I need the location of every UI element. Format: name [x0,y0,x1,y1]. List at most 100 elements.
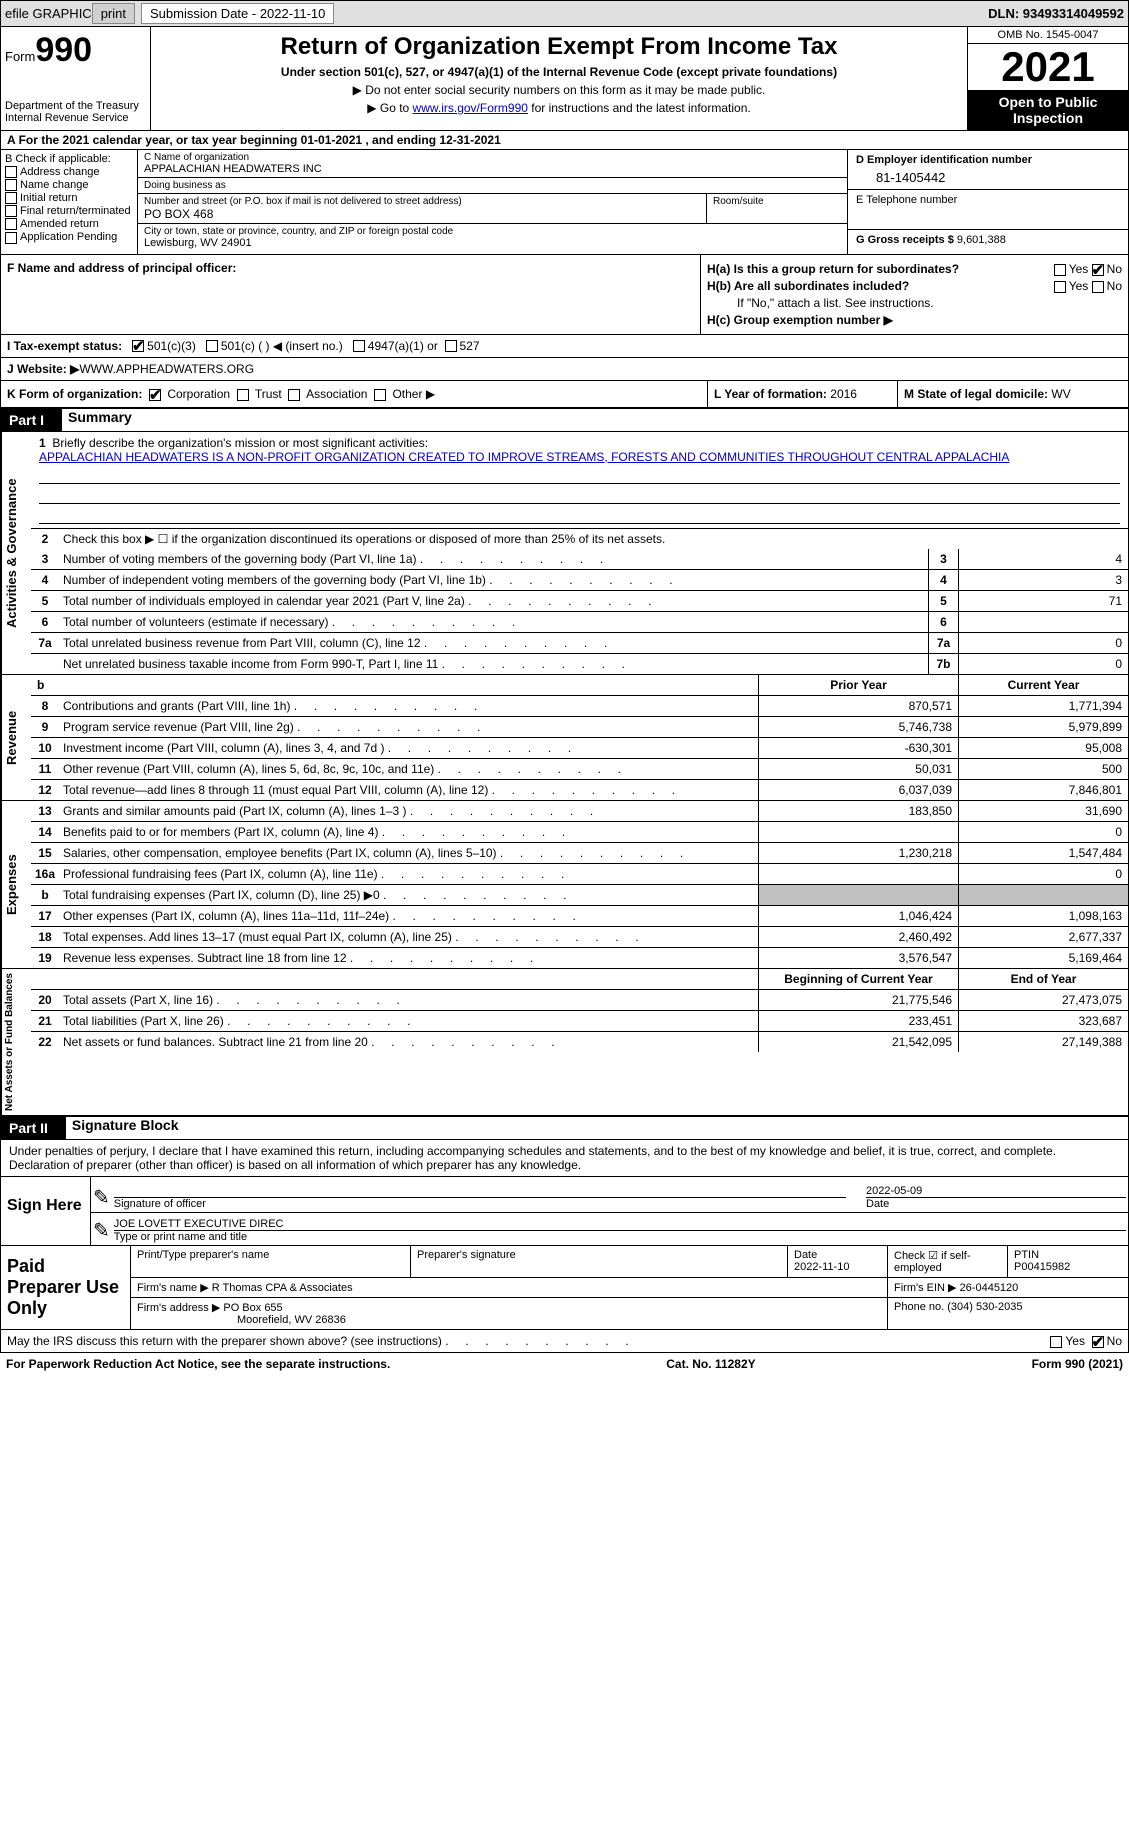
hb-yes-chk[interactable] [1054,281,1066,293]
form-title: Return of Organization Exempt From Incom… [161,33,957,61]
omb-number: OMB No. 1545-0047 [968,27,1128,44]
paid-preparer-block: Paid Preparer Use Only Print/Type prepar… [0,1246,1129,1330]
firm-addr2: Moorefield, WV 26836 [237,1314,346,1326]
data-row: 15Salaries, other compensation, employee… [31,843,1128,864]
tab-ag: Activities & Governance [1,432,31,674]
year-formation: 2016 [830,387,857,401]
section-j: J Website: ▶ WWW.APPHEADWATERS.ORG [0,358,1129,381]
chk-final-return[interactable]: Final return/terminated [5,205,133,217]
chk-initial-return[interactable]: Initial return [5,192,133,204]
note-1: ▶ Do not enter social security numbers o… [161,83,957,97]
street: PO BOX 468 [144,207,700,221]
data-row: 19Revenue less expenses. Subtract line 1… [31,948,1128,968]
summary-row: 6Total number of volunteers (estimate if… [31,612,1128,633]
data-row: 13Grants and similar amounts paid (Part … [31,801,1128,822]
net-assets-section: Net Assets or Fund Balances Beginning of… [0,969,1129,1116]
section-b: B Check if applicable: Address change Na… [1,150,138,254]
form-990-page: efile GRAPHIC print Submission Date - 20… [0,0,1129,1375]
data-row: 18Total expenses. Add lines 13–17 (must … [31,927,1128,948]
section-c: C Name of organization APPALACHIAN HEADW… [138,150,848,254]
summary-row: 5Total number of individuals employed in… [31,591,1128,612]
ein: 81-1405442 [856,166,1120,185]
section-i: I Tax-exempt status: 501(c)(3) 501(c) ( … [0,335,1129,358]
chk-assoc[interactable] [288,389,300,401]
form-header: Form990 Department of the Treasury Inter… [0,27,1129,131]
chk-name-change[interactable]: Name change [5,179,133,191]
declaration: Under penalties of perjury, I declare th… [0,1140,1129,1177]
data-row: 21Total liabilities (Part X, line 26)233… [31,1011,1128,1032]
state-domicile: WV [1051,387,1070,401]
discuss-yes-chk[interactable] [1050,1336,1062,1348]
form-prefix: Form [5,49,35,64]
section-b-header: B Check if applicable: [5,153,133,165]
header-center: Return of Organization Exempt From Incom… [151,27,968,130]
mission: APPALACHIAN HEADWATERS IS A NON-PROFIT O… [39,450,1120,464]
gross-receipts: 9,601,388 [957,234,1006,246]
website: WWW.APPHEADWATERS.ORG [79,362,254,376]
dln: DLN: 93493314049592 [988,6,1124,21]
chk-address-change[interactable]: Address change [5,166,133,178]
prep-date: 2022-11-10 [794,1261,849,1273]
org-name: APPALACHIAN HEADWATERS INC [144,163,841,175]
sig-date-value: 2022-05-09 [866,1185,1126,1197]
part1-header: Part I Summary [0,408,1129,432]
form-subtitle: Under section 501(c), 527, or 4947(a)(1)… [161,65,957,79]
hb-no-chk[interactable] [1092,281,1104,293]
chk-4947[interactable] [353,340,365,352]
data-row: 22Net assets or fund balances. Subtract … [31,1032,1128,1052]
chk-527[interactable] [445,340,457,352]
summary-row: 3Number of voting members of the governi… [31,549,1128,570]
chk-corp[interactable] [149,389,161,401]
room-cell: Room/suite [707,194,847,223]
sign-here-block: Sign Here ✎ Signature of officer 2022-05… [0,1177,1129,1246]
firm-ein: 26-0445120 [960,1282,1019,1294]
discuss-no-chk[interactable] [1092,1336,1104,1348]
data-row: 16aProfessional fundraising fees (Part I… [31,864,1128,885]
chk-501c3[interactable] [132,340,144,352]
pen-icon: ✎ [93,1185,110,1210]
pen-icon: ✎ [93,1218,110,1243]
tab-net-assets: Net Assets or Fund Balances [1,969,31,1115]
org-name-cell: C Name of organization APPALACHIAN HEADW… [138,150,847,178]
data-row: 10Investment income (Part VIII, column (… [31,738,1128,759]
main-info: B Check if applicable: Address change Na… [0,150,1129,255]
data-row: 17Other expenses (Part IX, column (A), l… [31,906,1128,927]
chk-501c[interactable] [206,340,218,352]
discuss-row: May the IRS discuss this return with the… [0,1330,1129,1353]
section-h: H(a) Is this a group return for subordin… [701,255,1128,334]
summary-row: 4Number of independent voting members of… [31,570,1128,591]
section-fg: F Name and address of principal officer:… [0,255,1129,335]
print-button[interactable]: print [92,3,135,24]
dba-cell: Doing business as [138,178,847,194]
summary-row: Net unrelated business taxable income fr… [31,654,1128,674]
expenses-section: Expenses 13Grants and similar amounts pa… [0,801,1129,969]
ein-cell: D Employer identification number 81-1405… [848,150,1128,190]
city: Lewisburg, WV 24901 [144,237,841,249]
irs-link[interactable]: www.irs.gov/Form990 [413,101,528,115]
data-row: 11Other revenue (Part VIII, column (A), … [31,759,1128,780]
data-row: 14Benefits paid to or for members (Part … [31,822,1128,843]
chk-trust[interactable] [237,389,249,401]
footer: For Paperwork Reduction Act Notice, see … [0,1353,1129,1375]
activities-governance: Activities & Governance 1 Briefly descri… [0,432,1129,675]
dept-treasury: Department of the Treasury [5,100,146,112]
header-right: OMB No. 1545-0047 2021 Open to Public In… [968,27,1128,130]
part2-header: Part II Signature Block [0,1116,1129,1140]
tab-expenses: Expenses [1,801,31,968]
ptin: P00415982 [1014,1261,1070,1273]
tab-revenue: Revenue [1,675,31,800]
note-2: ▶ Go to www.irs.gov/Form990 for instruct… [161,101,957,115]
submission-date: Submission Date - 2022-11-10 [141,3,334,24]
form-number: 990 [35,31,92,69]
ha-yes-chk[interactable] [1054,264,1066,276]
phone-cell: E Telephone number [848,190,1128,230]
revenue-section: Revenue b Prior Year Current Year 8Contr… [0,675,1129,801]
city-cell: City or town, state or province, country… [138,224,847,251]
chk-other[interactable] [374,389,386,401]
chk-amended[interactable]: Amended return [5,218,133,230]
firm-name: R Thomas CPA & Associates [212,1282,353,1294]
chk-app-pending[interactable]: Application Pending [5,231,133,243]
ha-no-chk[interactable] [1092,264,1104,276]
street-cell: Number and street (or P.O. box if mail i… [138,194,707,223]
top-bar: efile GRAPHIC print Submission Date - 20… [0,0,1129,27]
